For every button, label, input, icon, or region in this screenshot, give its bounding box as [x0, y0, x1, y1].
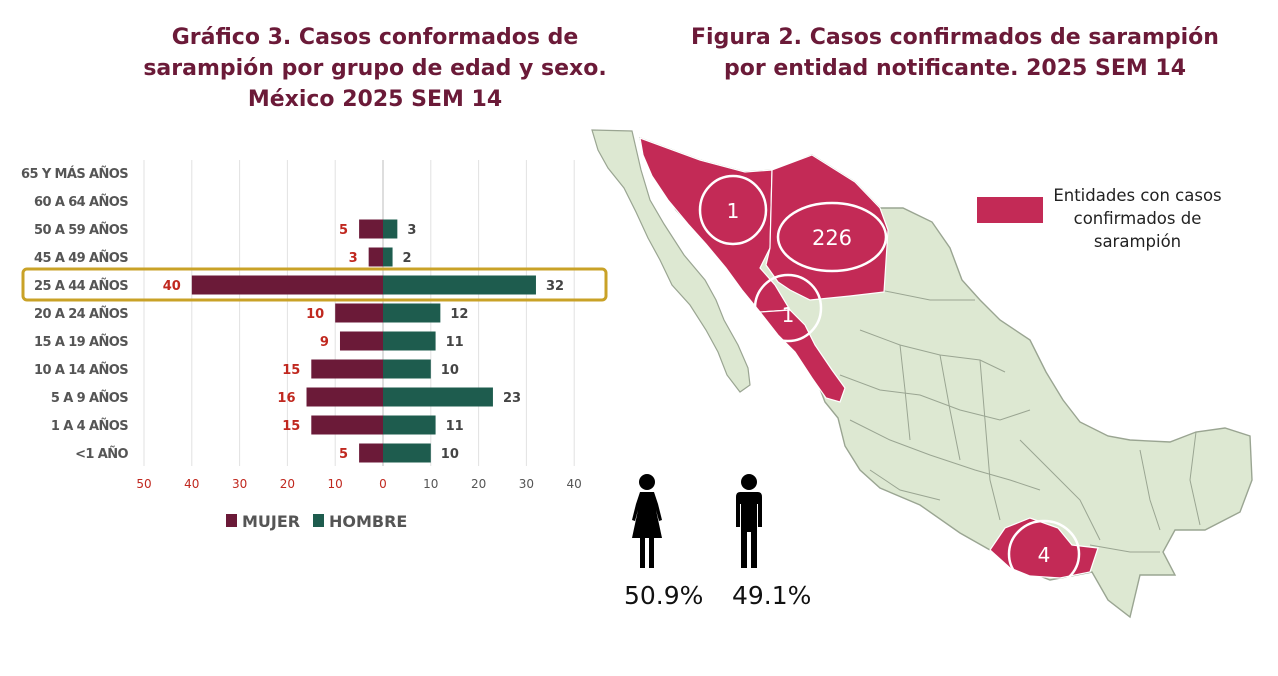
data-label-mujer: 16 — [277, 391, 295, 406]
chart-title: Gráfico 3. Casos conformados de sarampió… — [143, 25, 607, 112]
data-label-hombre: 10 — [441, 363, 459, 378]
category-label: 15 A 19 AÑOS — [34, 334, 128, 350]
bar-hombre — [383, 303, 441, 323]
male-percentage: 49.1% — [732, 581, 812, 610]
case-circle-sonora — [698, 174, 768, 246]
x-tick-label: 50 — [136, 477, 151, 491]
x-tick-label: 20 — [280, 477, 295, 491]
x-tick-label: 10 — [328, 477, 343, 491]
data-label-mujer: 9 — [320, 335, 329, 350]
category-label: 5 A 9 AÑOS — [51, 390, 128, 406]
data-label-hombre: 11 — [446, 335, 464, 350]
data-label-mujer: 15 — [282, 363, 300, 378]
bar-mujer — [339, 331, 383, 351]
data-label-hombre: 23 — [503, 391, 521, 406]
data-label-hombre: 11 — [446, 419, 464, 434]
x-tick-label: 40 — [567, 477, 582, 491]
female-percentage: 50.9% — [624, 581, 704, 610]
highlight-box — [21, 267, 608, 302]
bar-mujer — [311, 415, 383, 435]
bar-mujer — [311, 359, 383, 379]
data-label-mujer: 3 — [349, 251, 358, 266]
x-tick-label: 30 — [232, 477, 247, 491]
bar-hombre — [383, 247, 393, 267]
bar-mujer — [191, 275, 383, 295]
map-title: Figura 2. Casos confirmados de sarampión… — [691, 25, 1219, 81]
bar-mujer — [368, 247, 383, 267]
bar-hombre — [383, 331, 436, 351]
legend-label-mujer: MUJER — [242, 512, 300, 531]
data-label-mujer: 5 — [339, 447, 348, 462]
map-state-sinaloa — [758, 309, 846, 403]
map-legend-label: Entidades con casos confirmados de saram… — [1053, 186, 1222, 251]
man-icon — [736, 474, 762, 568]
bar-hombre — [383, 415, 436, 435]
mexico-map: 1 226 1 4 — [591, 129, 1253, 619]
legend-label-hombre: HOMBRE — [329, 512, 407, 531]
bar-hombre — [383, 359, 431, 379]
legend-swatch-mujer — [226, 514, 237, 527]
bar-mujer — [359, 219, 383, 239]
bar-mujer — [335, 303, 383, 323]
x-tick-label: 10 — [423, 477, 438, 491]
data-label-hombre: 12 — [450, 307, 468, 322]
x-tick-label: 0 — [379, 477, 387, 491]
case-circle-chihuahua — [776, 201, 888, 273]
bar-mujer — [359, 443, 383, 463]
case-circle-oaxaca — [1007, 519, 1081, 589]
data-label-hombre: 3 — [407, 223, 416, 238]
woman-icon — [632, 474, 662, 568]
bar-mujer — [306, 387, 383, 407]
case-count-sinaloa: 1 — [782, 303, 795, 327]
category-label: 45 A 49 AÑOS — [34, 250, 128, 266]
legend-swatch-hombre — [313, 514, 324, 527]
category-label: 10 A 14 AÑOS — [34, 362, 128, 378]
case-count-chihuahua: 226 — [812, 226, 852, 250]
bar-hombre — [383, 387, 493, 407]
category-label: <1 AÑO — [75, 446, 128, 462]
case-count-sonora: 1 — [727, 199, 740, 223]
category-label: 1 A 4 AÑOS — [51, 418, 128, 434]
map-legend-swatch — [977, 197, 1043, 223]
bar-hombre — [383, 443, 431, 463]
data-label-hombre: 2 — [403, 251, 412, 266]
data-label-mujer: 40 — [163, 279, 181, 294]
category-label: 50 A 59 AÑOS — [34, 222, 128, 238]
data-label-mujer: 15 — [282, 419, 300, 434]
category-label: 25 A 44 AÑOS — [34, 278, 128, 294]
case-count-oaxaca: 4 — [1038, 543, 1051, 567]
bar-hombre — [383, 275, 536, 295]
data-label-mujer: 5 — [339, 223, 348, 238]
data-label-hombre: 10 — [441, 447, 459, 462]
category-label: 60 A 64 AÑOS — [34, 194, 128, 210]
data-label-mujer: 10 — [306, 307, 324, 322]
x-tick-label: 30 — [519, 477, 534, 491]
map-baja-california — [591, 129, 751, 393]
x-tick-label: 40 — [184, 477, 199, 491]
case-circle-sinaloa — [753, 273, 823, 343]
category-label: 20 A 24 AÑOS — [34, 306, 128, 322]
data-label-hombre: 32 — [546, 279, 564, 294]
age-sex-pyramid-chart: 50 40 30 20 10 0 10 20 30 40 65 Y MÁS AÑOS 60 A 64 … — [21, 160, 608, 531]
category-label: 65 Y MÁS AÑOS — [21, 166, 128, 182]
x-tick-label: 20 — [471, 477, 486, 491]
bar-hombre — [383, 219, 398, 239]
